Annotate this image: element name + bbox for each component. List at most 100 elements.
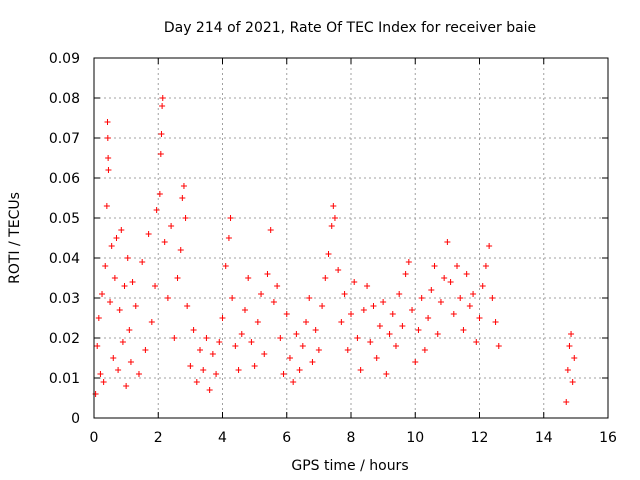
data-point bbox=[216, 339, 223, 345]
x-tick-label: 10 bbox=[406, 430, 424, 446]
data-point bbox=[124, 255, 131, 261]
data-point bbox=[564, 367, 571, 373]
data-point bbox=[370, 303, 377, 309]
chart-title: Day 214 of 2021, Rate Of TEC Index for r… bbox=[164, 20, 536, 36]
data-point bbox=[402, 271, 409, 277]
data-point bbox=[341, 291, 348, 297]
y-tick-label: 0.01 bbox=[49, 371, 80, 387]
data-point bbox=[364, 283, 371, 289]
data-point bbox=[132, 303, 139, 309]
data-point bbox=[396, 291, 403, 297]
data-point bbox=[441, 275, 448, 281]
data-point bbox=[348, 311, 354, 317]
data-point bbox=[102, 263, 109, 269]
grid-lines bbox=[94, 58, 608, 418]
data-point bbox=[245, 275, 252, 281]
x-axis-label: GPS time / hours bbox=[291, 458, 408, 474]
data-point bbox=[328, 223, 335, 229]
data-point bbox=[168, 223, 175, 229]
data-point bbox=[309, 359, 316, 365]
data-point bbox=[571, 355, 578, 361]
data-point bbox=[335, 267, 342, 273]
data-point bbox=[412, 359, 419, 365]
data-points bbox=[92, 95, 578, 405]
data-point bbox=[409, 307, 416, 313]
data-point bbox=[315, 347, 322, 353]
data-point bbox=[164, 295, 171, 301]
data-point bbox=[229, 295, 236, 301]
x-tick-label: 6 bbox=[282, 430, 291, 446]
data-point bbox=[222, 263, 229, 269]
data-point bbox=[357, 367, 364, 373]
data-point bbox=[264, 271, 271, 277]
x-tick-label: 4 bbox=[218, 430, 227, 446]
data-point bbox=[156, 191, 163, 197]
data-point bbox=[454, 263, 461, 269]
data-point bbox=[184, 303, 191, 309]
data-point bbox=[157, 151, 164, 157]
data-point bbox=[129, 279, 136, 285]
data-point bbox=[425, 315, 432, 321]
y-tick-label: 0.06 bbox=[49, 171, 80, 187]
data-point bbox=[399, 323, 406, 329]
data-point bbox=[127, 359, 134, 365]
data-point bbox=[383, 371, 390, 377]
y-tick-label: 0.04 bbox=[49, 251, 80, 267]
data-point bbox=[434, 331, 441, 337]
y-tick-label: 0 bbox=[71, 411, 80, 427]
data-point bbox=[479, 283, 486, 289]
data-point bbox=[457, 295, 464, 301]
data-point bbox=[274, 283, 281, 289]
data-point bbox=[486, 243, 493, 249]
x-tick-label: 0 bbox=[90, 430, 99, 446]
data-point bbox=[227, 215, 234, 221]
data-point bbox=[338, 319, 345, 325]
data-point bbox=[182, 215, 189, 221]
data-point bbox=[319, 303, 326, 309]
data-point bbox=[330, 203, 337, 209]
x-tick-label: 12 bbox=[471, 430, 489, 446]
data-point bbox=[373, 355, 380, 361]
data-point bbox=[177, 247, 184, 253]
data-point bbox=[476, 315, 483, 321]
data-point bbox=[99, 291, 106, 297]
data-point bbox=[135, 371, 142, 377]
data-point bbox=[115, 367, 122, 373]
data-point bbox=[251, 363, 258, 369]
data-point bbox=[331, 215, 338, 221]
data-point bbox=[428, 287, 435, 293]
data-point bbox=[232, 343, 239, 349]
data-point bbox=[171, 335, 178, 341]
data-point bbox=[322, 275, 329, 281]
y-tick-label: 0.07 bbox=[49, 131, 80, 147]
data-point bbox=[104, 119, 111, 125]
data-point bbox=[444, 239, 451, 245]
x-tick-labels: 0 2 4 6 8 10 12 14 16 bbox=[90, 430, 617, 446]
data-point bbox=[303, 319, 310, 325]
data-point bbox=[563, 399, 570, 405]
data-point bbox=[283, 311, 290, 317]
data-point bbox=[482, 263, 489, 269]
x-tick-label: 8 bbox=[347, 430, 356, 446]
data-point bbox=[290, 379, 297, 385]
y-tick-label: 0.02 bbox=[49, 331, 80, 347]
data-point bbox=[492, 319, 499, 325]
data-point bbox=[119, 339, 126, 345]
data-point bbox=[495, 343, 502, 349]
data-point bbox=[206, 387, 213, 393]
data-point bbox=[473, 339, 480, 345]
data-point bbox=[148, 319, 155, 325]
data-point bbox=[447, 279, 454, 285]
data-point bbox=[405, 259, 412, 265]
data-point bbox=[389, 311, 396, 317]
data-point bbox=[123, 383, 130, 389]
data-point bbox=[193, 379, 200, 385]
data-point bbox=[95, 315, 102, 321]
data-point bbox=[354, 335, 361, 341]
axis-ticks bbox=[93, 57, 609, 419]
data-point bbox=[360, 307, 367, 313]
data-point bbox=[466, 303, 473, 309]
data-point bbox=[159, 95, 166, 101]
data-point bbox=[94, 343, 101, 349]
data-point bbox=[325, 251, 332, 257]
